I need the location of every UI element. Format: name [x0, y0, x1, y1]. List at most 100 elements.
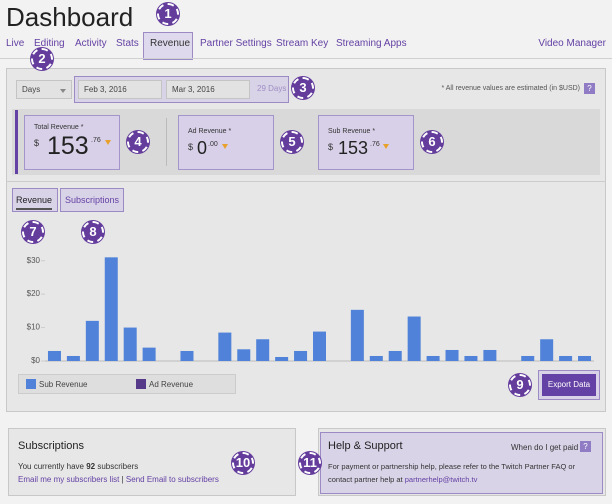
nav-tab[interactable]: Activity [75, 38, 107, 49]
start-date[interactable]: Feb 3, 2016 [78, 80, 162, 99]
cents: .76 [91, 137, 101, 144]
legend-swatch [136, 379, 146, 389]
bar [104, 257, 118, 361]
divider [0, 58, 612, 59]
card-label: Sub Revenue * [328, 128, 376, 135]
nav-tab[interactable]: Stream Key [276, 38, 329, 49]
subscriber-text: You currently have 92 subscribers [18, 462, 138, 471]
nav-tab[interactable]: Stats [116, 38, 139, 49]
amount: 0 [197, 138, 208, 158]
trend-icon [383, 144, 389, 149]
nav-tab[interactable]: Live [6, 38, 25, 49]
bar [483, 349, 497, 361]
day-span: 29 Days [257, 84, 287, 93]
annotation-badge: 3 [292, 77, 314, 99]
nav-tab-active[interactable]: Revenue [150, 38, 191, 49]
bar [47, 350, 61, 361]
bar [445, 349, 459, 361]
nav-tab[interactable]: Partner Settings [200, 38, 272, 49]
ad-revenue-card: Ad Revenue * $ 0 .00 [178, 115, 274, 170]
nav-tab[interactable]: Editing [34, 38, 65, 49]
bar [237, 349, 251, 361]
bar [426, 355, 440, 361]
highlight [143, 32, 193, 60]
annotation-badge: 6 [421, 131, 443, 153]
highlight [320, 432, 603, 494]
bar [66, 355, 80, 361]
link[interactable]: Send Email to subscribers [125, 475, 219, 484]
card-label: Ad Revenue * [188, 128, 232, 135]
bar [521, 355, 535, 361]
accent-bar [15, 110, 18, 174]
bar [578, 355, 592, 361]
text: contact partner help at [328, 475, 403, 484]
trend-icon [105, 140, 111, 145]
bar [256, 339, 270, 361]
period: Days [22, 85, 41, 94]
currency: $ [34, 138, 40, 148]
currency: $ [188, 142, 194, 152]
subscriber-links: Email me my subscribers list | Send Emai… [18, 475, 219, 484]
export-button[interactable]: Export Data [542, 374, 596, 396]
link[interactable]: Email me my subscribers list [18, 475, 120, 484]
annotation-badge: 11 [299, 452, 321, 474]
annotation-badge: 7 [22, 221, 44, 243]
bar [407, 316, 421, 361]
legend [18, 374, 236, 394]
revenue-chart: $0 $10 $20 $30 [27, 256, 594, 365]
bar [540, 339, 554, 361]
end-date[interactable]: Mar 3, 2016 [166, 80, 250, 99]
text: subscribers [97, 462, 139, 471]
panel-title: Help & Support [328, 440, 403, 452]
sub-revenue-card: Sub Revenue * $ 153 .76 [318, 115, 414, 170]
help-icon[interactable]: ? [580, 441, 591, 452]
page-title: Dashboard [6, 2, 134, 32]
bar [294, 350, 308, 361]
divider [166, 118, 167, 166]
total-revenue-card: Total Revenue * $ 153 .76 [24, 115, 120, 170]
nav-tab[interactable]: Video Manager [538, 38, 606, 49]
annotation-badge: 10 [232, 452, 254, 474]
legend-label: Ad Revenue [149, 380, 194, 389]
legend-swatch [26, 379, 36, 389]
period-select[interactable]: Days [16, 80, 72, 99]
email-link[interactable]: partnerhelp@twitch.tv [404, 475, 478, 484]
trend-icon [222, 144, 228, 149]
annotation-badge: 4 [127, 131, 149, 153]
annotation-badge: 2 [31, 48, 53, 70]
bar [180, 350, 194, 361]
subscriber-count: 92 [86, 462, 96, 471]
nav-tab[interactable]: Streaming Apps [336, 38, 407, 49]
estimate-note: * All revenue values are estimated (in $… [441, 85, 580, 92]
cents: .00 [208, 141, 218, 148]
amount: 153 [338, 138, 369, 158]
cents: .76 [370, 141, 380, 148]
currency: $ [328, 142, 334, 152]
help-text: contact partner help at partnerhelp@twit… [328, 475, 477, 484]
highlight [60, 188, 124, 212]
link[interactable]: When do I get paid [511, 443, 579, 452]
bar [369, 355, 383, 361]
legend-label: Sub Revenue [39, 380, 88, 389]
help-icon[interactable]: ? [584, 83, 595, 94]
bar [388, 350, 402, 361]
bar [123, 327, 137, 361]
y-tick-label: $30 [27, 256, 41, 265]
panel-title: Subscriptions [18, 440, 85, 452]
help-panel [318, 428, 606, 496]
bar [313, 331, 326, 361]
separator: | [121, 475, 124, 484]
chart-tab[interactable]: Subscriptions [65, 195, 120, 205]
text: You currently have [18, 462, 84, 471]
bar [142, 347, 156, 361]
bar [464, 355, 478, 361]
bar [85, 320, 99, 361]
chart-tab-active[interactable]: Revenue [16, 195, 53, 210]
y-tick-label: $10 [27, 323, 41, 332]
help-text: For payment or partnership help, please … [328, 462, 576, 471]
annotation-badge: 5 [281, 131, 303, 153]
dropdown-arrow [60, 89, 66, 93]
y-tick-label: $0 [31, 356, 40, 365]
bar [559, 355, 573, 361]
